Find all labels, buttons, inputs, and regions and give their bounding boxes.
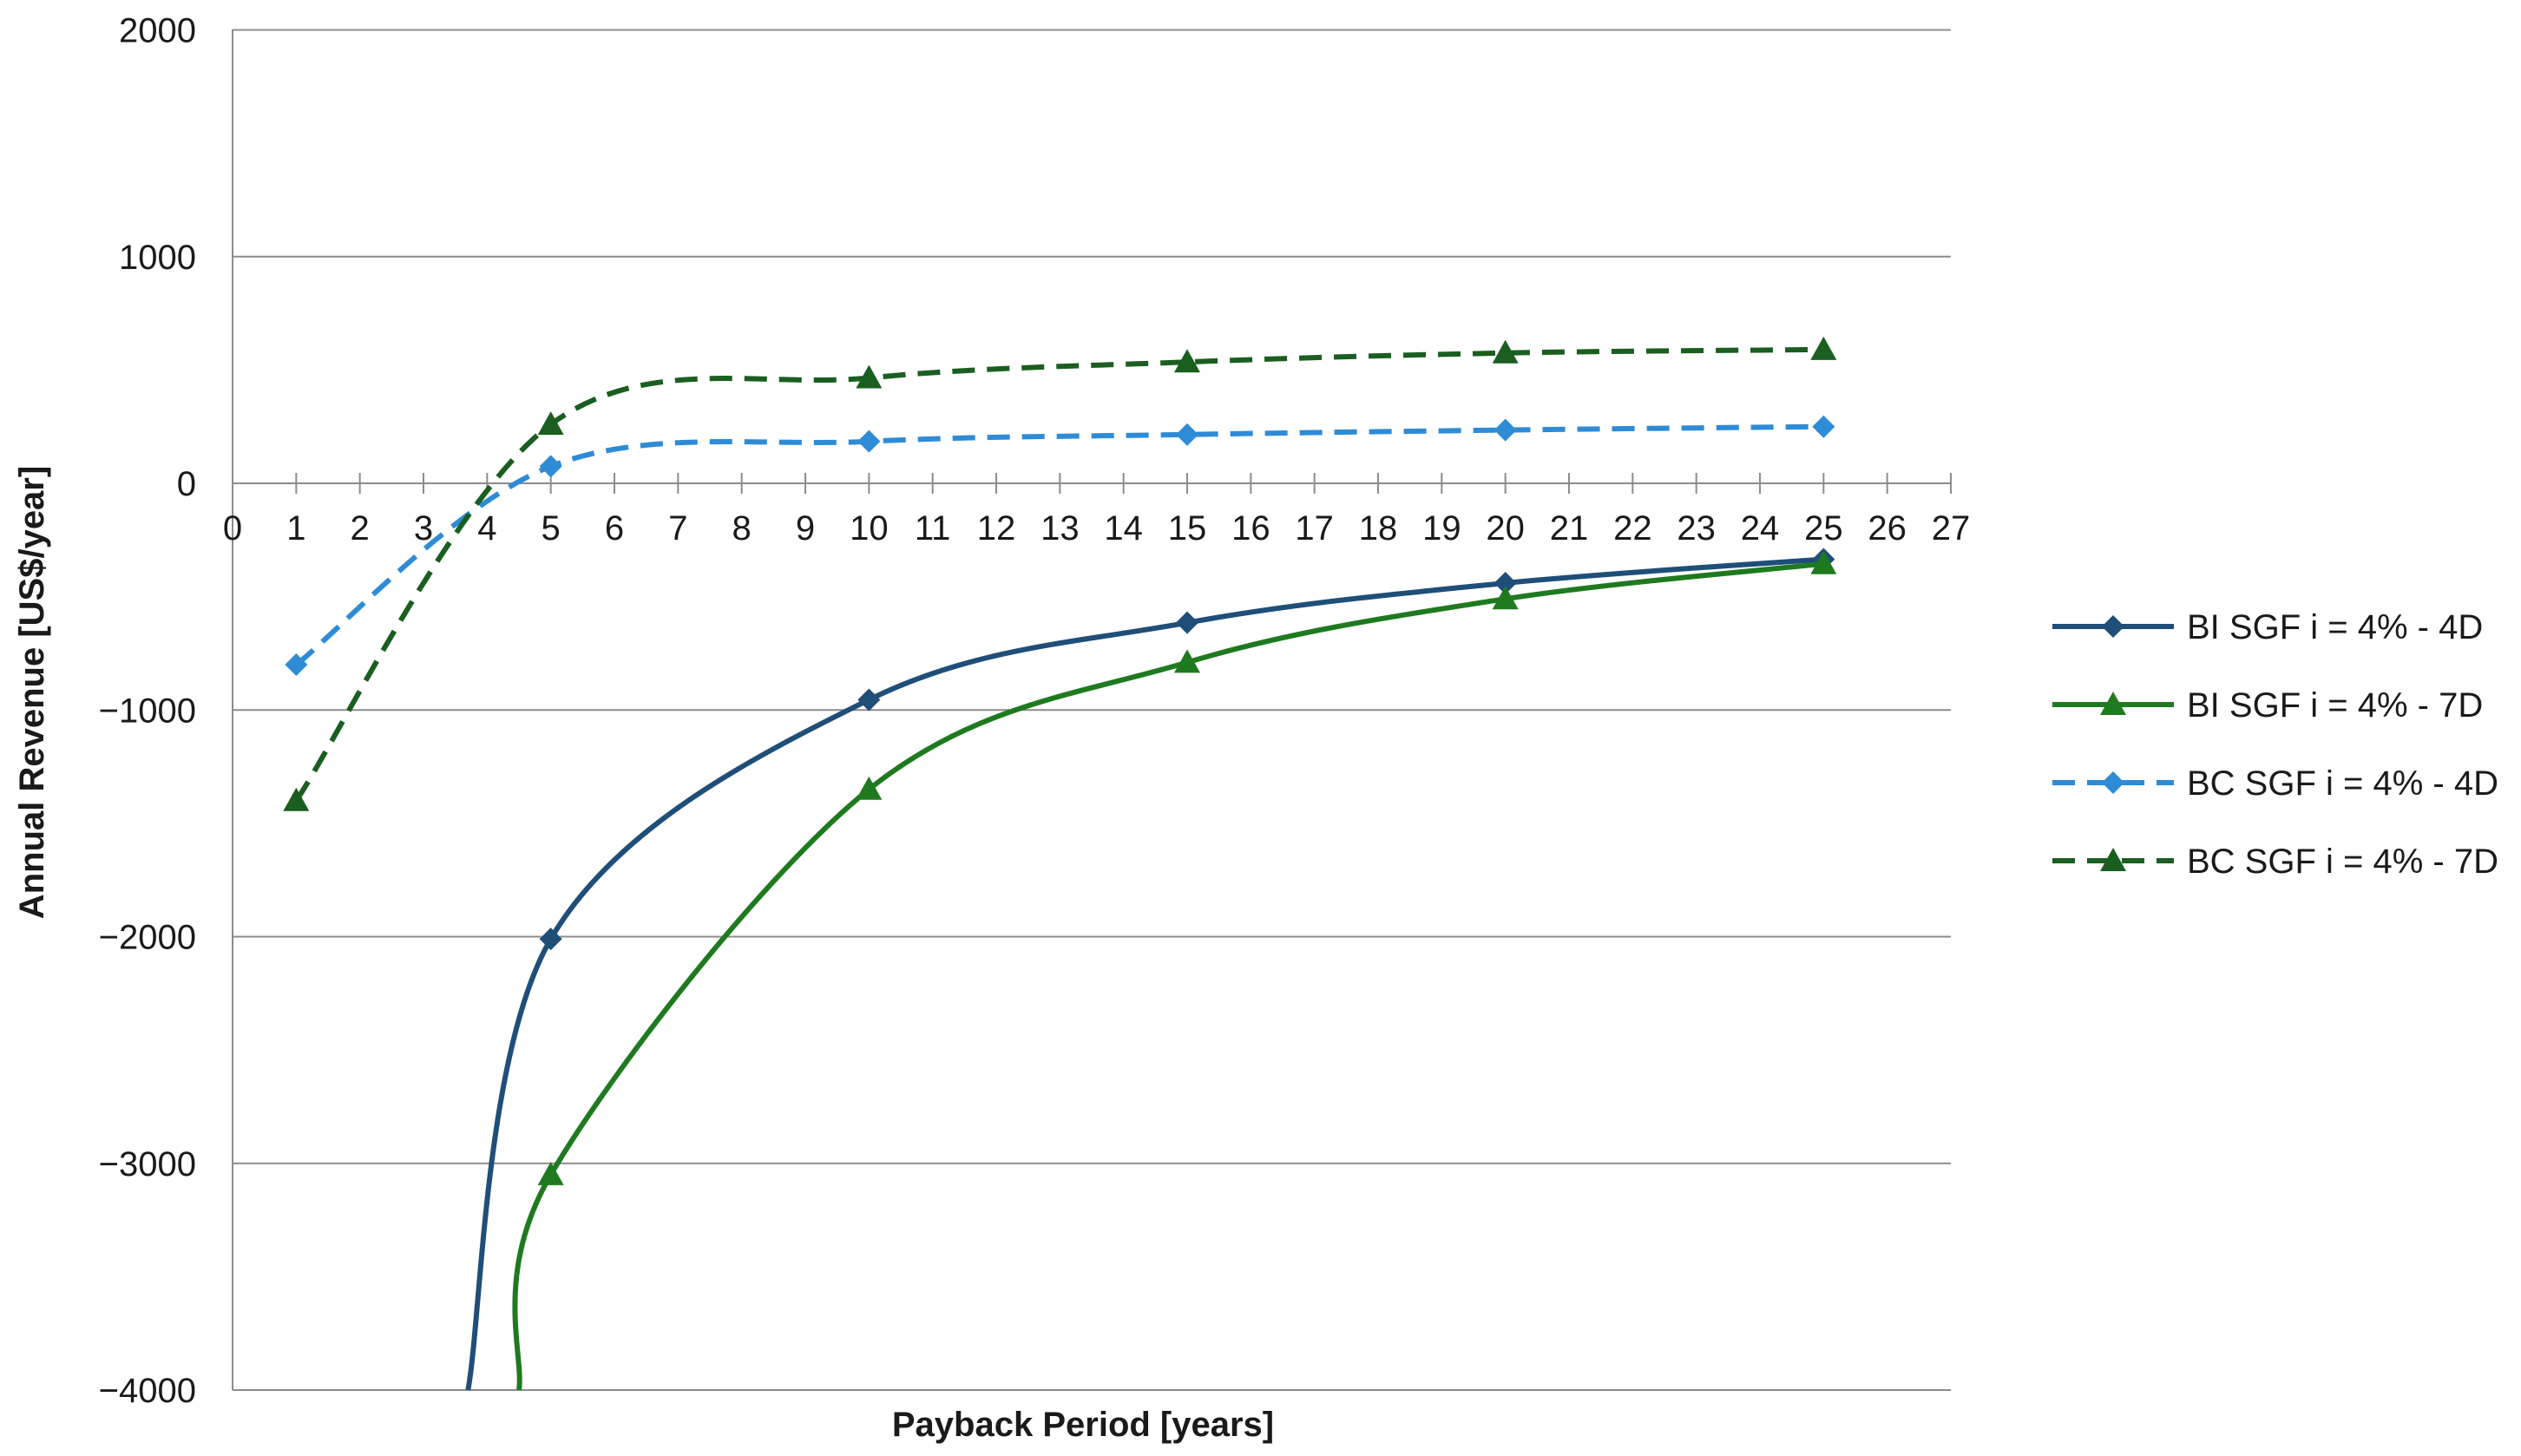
data-point (856, 776, 883, 800)
y-tick-label: −3000 (99, 1145, 196, 1184)
legend: BI SGF i = 4% - 4D BI SGF i = 4% - 7D BC S… (2052, 608, 2498, 881)
legend-marker (2100, 848, 2126, 871)
x-tick-label: 25 (1804, 509, 1843, 548)
x-tick-label: 11 (915, 509, 951, 548)
data-point (1494, 418, 1517, 442)
x-tick-label: 4 (477, 509, 496, 548)
x-tick-label: 14 (1104, 509, 1143, 548)
x-tick-label: 15 (1168, 509, 1207, 548)
y-tick-label: 0 (177, 465, 196, 503)
y-tick-label: 2000 (119, 12, 196, 50)
data-point (856, 364, 883, 389)
series-line (512, 561, 1824, 1391)
data-point (539, 928, 562, 951)
data-point (1176, 423, 1198, 446)
legend-item: BI SGF i = 4% - 4D (2052, 608, 2483, 646)
x-tick-label: 26 (1868, 509, 1907, 548)
x-tick-label: 16 (1231, 509, 1270, 548)
x-tick-label: 1 (286, 509, 305, 548)
data-point (1176, 611, 1198, 634)
data-point (1810, 336, 1837, 360)
series-line (294, 423, 1824, 667)
x-tick-label: 2 (351, 509, 370, 548)
y-axis-title: Annual Revenue [US$/year] (13, 466, 51, 919)
x-tick-label: 18 (1359, 509, 1398, 548)
legend-item: BC SGF i = 4% - 7D (2052, 843, 2498, 881)
x-tick-label: 17 (1295, 509, 1334, 548)
data-point (1174, 349, 1200, 373)
y-tick-label: −1000 (99, 692, 196, 730)
legend-label: BC SGF i = 4% - 7D (2187, 843, 2498, 881)
data-point (857, 688, 881, 712)
y-tick-label: −4000 (99, 1372, 196, 1410)
x-tick-label: 6 (605, 509, 624, 548)
data-point (1492, 586, 1519, 610)
data-point (537, 411, 564, 436)
x-tick-label: 21 (1550, 509, 1589, 548)
data-point (1174, 649, 1200, 673)
data-point (283, 787, 310, 811)
legend-label: BI SGF i = 4% - 4D (2187, 608, 2483, 646)
legend-label: BI SGF i = 4% - 7D (2187, 686, 2483, 725)
legend-label: BC SGF i = 4% - 4D (2187, 764, 2498, 803)
x-tick-label: 10 (850, 509, 889, 548)
x-tick-label: 27 (1932, 509, 1971, 548)
x-tick-label: 3 (414, 509, 433, 548)
x-tick-label: 13 (1041, 509, 1080, 548)
data-point (1494, 571, 1517, 594)
legend-marker (2102, 615, 2124, 638)
series-3 (285, 415, 1835, 676)
x-axis-title: Payback Period [years] (892, 1406, 1274, 1444)
data-point (1492, 339, 1519, 364)
data-point (857, 430, 881, 453)
data-point (1812, 415, 1835, 438)
y-tick-label: −2000 (99, 919, 196, 957)
x-tick-label: 19 (1422, 509, 1461, 548)
x-tick-label: 9 (796, 509, 815, 548)
x-tick-label: 12 (977, 509, 1016, 548)
series-2 (512, 550, 1837, 1391)
data-point (537, 1161, 564, 1185)
legend-marker (2100, 692, 2126, 715)
x-tick-label: 24 (1741, 509, 1780, 548)
y-tick-label: 1000 (119, 239, 196, 277)
data-point (285, 653, 308, 676)
x-tick-label: 20 (1486, 509, 1525, 548)
series-line (465, 556, 1824, 1391)
legend-item: BC SGF i = 4% - 4D (2052, 764, 2498, 803)
legend-marker (2102, 771, 2124, 794)
series-group (283, 336, 1837, 1391)
x-tick-label: 5 (542, 509, 561, 548)
series-4 (283, 336, 1837, 811)
x-tick-label: 8 (732, 509, 752, 548)
data-point (539, 455, 562, 478)
x-tick-label: 7 (668, 509, 687, 548)
x-tick-label: 22 (1613, 509, 1652, 548)
series-line (293, 346, 1824, 803)
data-point (1810, 550, 1837, 574)
x-tick-label: 0 (223, 509, 242, 548)
legend-item: BI SGF i = 4% - 7D (2052, 686, 2483, 725)
x-tick-label: 23 (1677, 509, 1716, 548)
